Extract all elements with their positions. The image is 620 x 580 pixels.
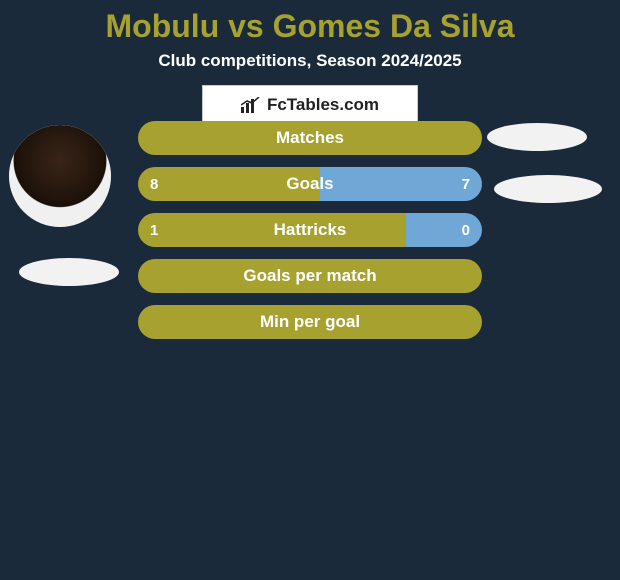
bar-row: Matches [138, 121, 482, 155]
bar-value-left: 1 [150, 213, 158, 247]
avatar-placeholder-icon [9, 125, 111, 227]
subtitle: Club competitions, Season 2024/2025 [0, 51, 620, 71]
player-right-avatar-oval [487, 123, 587, 151]
page-title: Mobulu vs Gomes Da Silva [0, 0, 620, 45]
footer-logo[interactable]: FcTables.com [202, 85, 418, 125]
bar-label: Goals per match [138, 259, 482, 293]
bar-row: Goals8 7 [138, 167, 482, 201]
bar-label: Matches [138, 121, 482, 155]
bar-value-left: 8 [150, 167, 158, 201]
bar-row: Goals per match [138, 259, 482, 293]
bar-chart-icon [241, 97, 261, 113]
bar-row: Hattricks1 0 [138, 213, 482, 247]
bar-row: Min per goal [138, 305, 482, 339]
bar-label: Goals [138, 167, 482, 201]
player-right-name-oval [494, 175, 602, 203]
bar-value-right: 7 [462, 167, 470, 201]
bar-value-right: 0 [462, 213, 470, 247]
bar-label: Hattricks [138, 213, 482, 247]
player-left-avatar [9, 125, 111, 227]
footer-brand-text: FcTables.com [267, 95, 379, 115]
comparison-bars: Matches Goals8 7 Hattricks1 0 Goals per match… [138, 121, 482, 351]
bar-label: Min per goal [138, 305, 482, 339]
player-left-name-oval [19, 258, 119, 286]
